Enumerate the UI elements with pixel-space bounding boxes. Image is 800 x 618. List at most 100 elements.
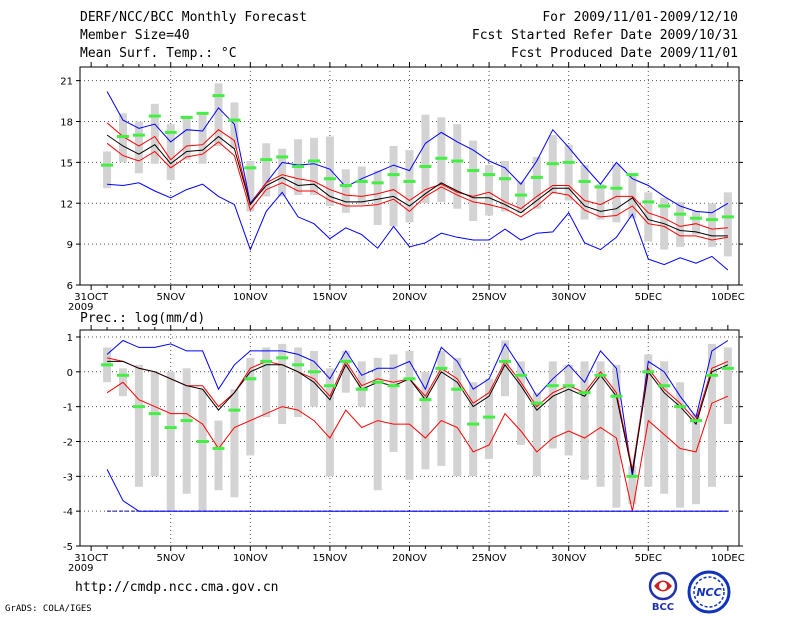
ncc-logo-inner-ring <box>693 576 725 608</box>
forecast-produced: Fcst Produced Date 2009/11/01 <box>511 46 738 61</box>
prec-box <box>134 364 143 487</box>
prec-line-mean <box>107 360 729 473</box>
prec-line-max <box>106 339 729 477</box>
prec-box <box>166 371 175 512</box>
temp-box <box>103 151 112 189</box>
temp-box <box>246 161 255 212</box>
temp-box <box>134 121 143 174</box>
temp-xtick-label: 5NOV <box>157 292 186 303</box>
prec-x-year-label: 2009 <box>68 563 93 574</box>
temp-ytick-label: 21 <box>60 77 73 88</box>
temp-box <box>532 156 541 209</box>
prec-box <box>230 389 239 498</box>
temp-ytick-label: 15 <box>60 158 73 169</box>
temp-xtick-label: 20NOV <box>392 292 427 303</box>
temp-xtick-label: 10NOV <box>233 292 268 303</box>
temp-box <box>564 144 573 201</box>
prec-ytick-label: -5 <box>63 542 73 553</box>
temp-line-mean <box>106 134 728 237</box>
temp-line-min <box>107 182 729 271</box>
prec-xtick-label: 10NOV <box>233 553 268 564</box>
temp-box <box>214 83 223 147</box>
header-left: DERF/NCC/BCC Monthly Forecast Member Siz… <box>80 9 307 63</box>
prec-ytick-label: -4 <box>63 507 73 518</box>
temp-box <box>341 169 350 213</box>
temp-box <box>309 137 318 196</box>
prec-xtick-label: 30NOV <box>551 553 586 564</box>
temp-xtick-label: 15NOV <box>313 292 348 303</box>
prec-box <box>692 413 701 505</box>
prec-panel-title: Prec.: log(mm/d) <box>80 311 205 326</box>
prec-line-min <box>106 469 728 512</box>
prec-box <box>373 357 382 491</box>
temp-box <box>357 166 366 205</box>
temp-ytick-label: 6 <box>67 281 73 292</box>
prec-box <box>469 382 478 477</box>
prec-box <box>437 350 446 466</box>
temp-box <box>389 146 398 227</box>
footer-url[interactable]: http://cmdp.ncc.cma.gov.cn <box>75 580 279 595</box>
temp-box <box>516 181 525 213</box>
prec-box <box>182 368 191 494</box>
prec-ytick-label: -2 <box>63 437 73 448</box>
temp-box <box>580 165 589 220</box>
temp-box <box>469 140 478 221</box>
prec-box <box>501 340 510 397</box>
prec-box <box>580 361 589 480</box>
temp-line-max <box>106 91 729 214</box>
header-right: For 2009/11/01-2009/12/10 Fcst Started R… <box>472 9 738 63</box>
prec-xtick-label: 5DEC <box>635 553 662 564</box>
temp-ytick-label: 9 <box>67 240 73 251</box>
temp-box <box>166 124 175 181</box>
prec-xtick-label: 25NOV <box>472 553 507 564</box>
prec-xtick-label: 15NOV <box>313 553 348 564</box>
temp-ytick-label: 12 <box>60 199 73 210</box>
prec-line-upper <box>106 357 729 470</box>
prec-box <box>564 364 573 456</box>
prec-box <box>214 420 223 491</box>
prec-ytick-label: -3 <box>63 472 73 483</box>
temp-box <box>676 201 685 247</box>
prec-box <box>628 465 637 505</box>
prec-box <box>548 361 557 449</box>
temp-box <box>325 136 334 206</box>
prec-ytick-label: 0 <box>67 368 73 379</box>
temp-box <box>612 163 621 223</box>
prec-box <box>532 392 541 477</box>
prec-box <box>341 350 350 393</box>
chart-title: DERF/NCC/BCC Monthly Forecast <box>80 10 307 25</box>
temp-box <box>453 124 462 209</box>
prec-xtick-label: 20NOV <box>392 553 427 564</box>
temp-xtick-label: 25NOV <box>472 292 507 303</box>
prec-box <box>707 343 716 487</box>
bcc-logo: BCC <box>648 571 678 613</box>
ncc-logo-text: NCC <box>696 586 721 599</box>
temp-box <box>501 161 510 212</box>
temp-box <box>596 184 605 220</box>
prec-ytick-label: -1 <box>63 403 73 414</box>
prec-line-lower <box>106 381 729 512</box>
prec-box <box>198 389 207 512</box>
prec-box <box>262 347 271 418</box>
ncc-logo-ring <box>687 570 731 614</box>
prec-box <box>405 350 414 480</box>
prec-box <box>485 378 494 459</box>
bcc-logo-center <box>659 582 667 590</box>
temp-box <box>485 165 494 216</box>
prec-box <box>294 347 303 418</box>
prec-box <box>421 371 430 470</box>
prec-xtick-label: 10DEC <box>711 553 745 564</box>
prec-box <box>246 357 255 456</box>
temp-box <box>150 103 159 164</box>
grads-credit: GrADS: COLA/IGES <box>5 604 92 614</box>
prec-box <box>357 361 366 407</box>
temp-xtick-label: 31OCT <box>74 292 109 303</box>
prec-box <box>723 347 732 425</box>
prec-box <box>660 361 669 494</box>
temp-box <box>644 192 653 242</box>
temp-box <box>692 211 701 235</box>
ncc-logo: NCC <box>687 570 731 614</box>
temp-line-lower <box>106 141 728 241</box>
prec-box <box>516 361 525 445</box>
